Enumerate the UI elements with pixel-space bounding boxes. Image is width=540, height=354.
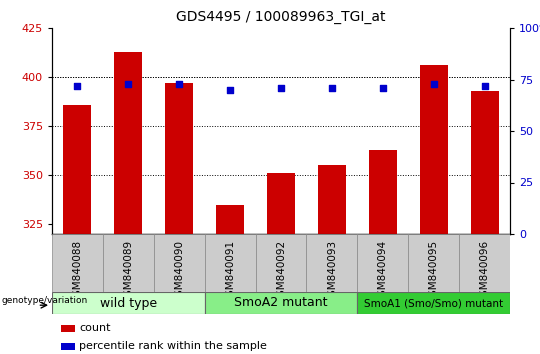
Bar [114, 52, 143, 234]
Point [328, 85, 336, 91]
Bar [165, 83, 193, 234]
Text: GSM840089: GSM840089 [123, 240, 133, 303]
FancyBboxPatch shape [459, 234, 510, 292]
FancyBboxPatch shape [205, 292, 357, 314]
FancyBboxPatch shape [408, 234, 459, 292]
Text: wild type: wild type [100, 297, 157, 309]
Bar [61, 343, 75, 350]
Text: GSM840093: GSM840093 [327, 240, 337, 303]
FancyBboxPatch shape [357, 234, 408, 292]
Point [226, 87, 234, 93]
Point [379, 85, 387, 91]
FancyBboxPatch shape [52, 234, 103, 292]
FancyBboxPatch shape [52, 292, 205, 314]
Point [480, 83, 489, 88]
FancyBboxPatch shape [154, 234, 205, 292]
Point [276, 85, 285, 91]
Text: GSM840090: GSM840090 [174, 240, 184, 303]
Bar [470, 91, 498, 234]
Text: GSM840092: GSM840092 [276, 240, 286, 303]
Bar [267, 173, 295, 234]
Point [73, 83, 82, 88]
Text: count: count [79, 324, 111, 333]
Text: GSM840091: GSM840091 [225, 240, 235, 303]
Text: GSM840095: GSM840095 [429, 240, 438, 303]
Bar [318, 165, 346, 234]
Bar [64, 104, 91, 234]
Bar [369, 150, 397, 234]
FancyBboxPatch shape [306, 234, 357, 292]
FancyBboxPatch shape [205, 234, 255, 292]
Bar [216, 205, 244, 234]
Bar [61, 325, 75, 332]
Point [124, 81, 133, 86]
Text: SmoA2 mutant: SmoA2 mutant [234, 297, 328, 309]
Text: SmoA1 (Smo/Smo) mutant: SmoA1 (Smo/Smo) mutant [364, 298, 503, 308]
Text: GSM840094: GSM840094 [378, 240, 388, 303]
FancyBboxPatch shape [103, 234, 154, 292]
FancyBboxPatch shape [357, 292, 510, 314]
Title: GDS4495 / 100089963_TGI_at: GDS4495 / 100089963_TGI_at [176, 10, 386, 24]
Text: genotype/variation: genotype/variation [1, 296, 87, 305]
Text: GSM840096: GSM840096 [480, 240, 490, 303]
Point [429, 81, 438, 86]
Bar [420, 65, 448, 234]
Text: GSM840088: GSM840088 [72, 240, 83, 303]
Text: percentile rank within the sample: percentile rank within the sample [79, 341, 267, 352]
FancyBboxPatch shape [255, 234, 306, 292]
Point [175, 81, 184, 86]
